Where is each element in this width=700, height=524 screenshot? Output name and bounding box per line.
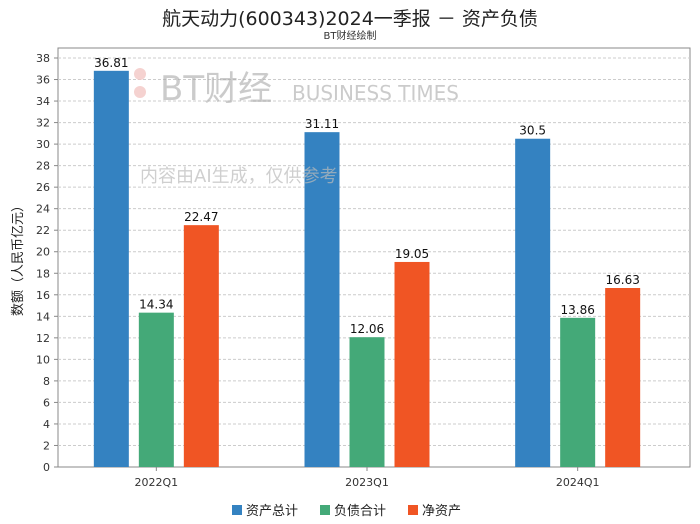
bar-net-assets: [183, 225, 219, 467]
y-tick-label: 34: [36, 95, 50, 108]
y-tick-label: 2: [43, 439, 50, 452]
y-tick-label: 38: [36, 52, 50, 65]
legend-label: 净资产: [422, 504, 461, 519]
bar-net-assets: [394, 261, 430, 467]
y-tick-label: 36: [36, 74, 50, 87]
y-tick-label: 12: [36, 332, 50, 345]
legend-label: 资产总计: [246, 504, 298, 519]
x-tick-label: 2022Q1: [135, 476, 179, 489]
data-label: 12.06: [350, 322, 384, 336]
data-label: 22.47: [184, 210, 218, 224]
y-tick-label: 22: [36, 224, 50, 237]
data-label: 30.5: [519, 124, 546, 138]
bar-total-assets: [515, 138, 551, 467]
chart-subtitle: BT财经绘制: [323, 31, 377, 42]
y-tick-label: 6: [43, 396, 50, 409]
bar-total-assets: [93, 70, 129, 467]
y-tick-label: 10: [36, 353, 50, 366]
legend-swatch: [320, 505, 330, 515]
y-tick-label: 26: [36, 181, 50, 194]
y-tick-label: 4: [43, 418, 50, 431]
x-tick-label: 2024Q1: [556, 476, 600, 489]
bar-total-liabilities: [560, 317, 596, 467]
bar-total-assets: [304, 132, 340, 468]
data-label: 14.34: [139, 298, 173, 312]
data-label: 19.05: [395, 247, 429, 261]
y-tick-label: 30: [36, 138, 50, 151]
y-tick-label: 14: [36, 310, 50, 323]
legend-swatch: [408, 505, 418, 515]
legend-label: 负债合计: [334, 504, 386, 519]
y-tick-label: 28: [36, 160, 50, 173]
data-label: 36.81: [94, 56, 128, 70]
legend-swatch: [232, 505, 242, 515]
y-tick-label: 32: [36, 117, 50, 130]
bar-total-liabilities: [349, 337, 385, 467]
y-tick-label: 8: [43, 375, 50, 388]
bar-total-liabilities: [138, 312, 174, 467]
data-label: 13.86: [560, 303, 594, 317]
x-tick-label: 2023Q1: [345, 476, 389, 489]
y-tick-label: 18: [36, 267, 50, 280]
data-label: 31.11: [305, 117, 339, 131]
y-tick-label: 16: [36, 289, 50, 302]
data-label: 16.63: [605, 273, 639, 287]
y-tick-label: 0: [43, 461, 50, 474]
bar-net-assets: [605, 288, 641, 467]
y-axis-label: 数额（人民币亿元）: [11, 199, 26, 316]
y-tick-label: 20: [36, 246, 50, 259]
chart-title: 航天动力(600343)2024一季报 － 资产负债: [162, 8, 538, 30]
y-tick-label: 24: [36, 203, 50, 216]
